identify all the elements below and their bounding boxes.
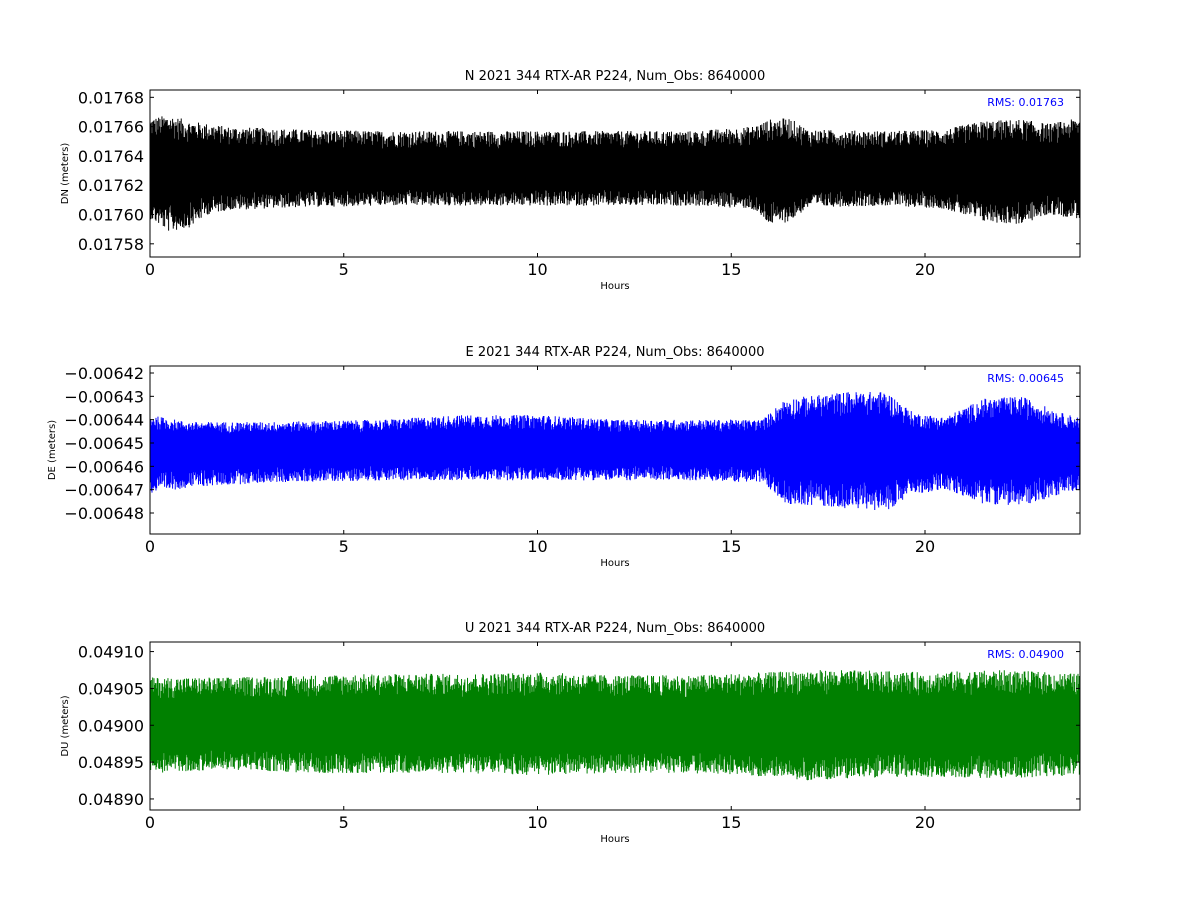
x-tick-label: 5 <box>339 537 349 556</box>
x-tick-label: 20 <box>915 813 935 832</box>
series-band-north <box>150 140 1080 205</box>
rms-annotation-up: RMS: 0.04900 <box>987 648 1064 661</box>
x-tick-label: 10 <box>527 813 547 832</box>
series-band-east <box>150 416 1080 483</box>
plot-frame-east <box>149 365 1081 535</box>
x-axis-label-north: Hours <box>600 281 629 292</box>
chart-title-east: E 2021 344 RTX-AR P224, Num_Obs: 8640000 <box>466 345 765 360</box>
plot-frame-up <box>149 641 1081 811</box>
y-tick-label: −0.00646 <box>64 457 144 476</box>
y-tick-label: 0.04900 <box>78 716 144 735</box>
x-tick-label: 0 <box>145 537 155 556</box>
subplot-north: N 2021 344 RTX-AR P224, Num_Obs: 8640000… <box>60 69 1081 292</box>
x-tick-label: 20 <box>915 260 935 279</box>
y-tick-label: −0.00647 <box>64 481 144 500</box>
rms-annotation-north: RMS: 0.01763 <box>987 96 1064 109</box>
y-tick-label: 0.01758 <box>78 235 144 254</box>
y-tick-label: 0.04890 <box>78 790 144 809</box>
x-axis-label-up: Hours <box>600 834 629 845</box>
x-tick-label: 15 <box>721 813 741 832</box>
x-tick-label: 10 <box>527 537 547 556</box>
y-tick-label: −0.00642 <box>64 364 144 383</box>
y-tick-label: 0.01764 <box>78 147 144 166</box>
y-tick-label: 0.01768 <box>78 88 144 107</box>
subplot-east: E 2021 344 RTX-AR P224, Num_Obs: 8640000… <box>47 345 1081 569</box>
y-axis-label-north: DN (meters) <box>60 143 71 205</box>
y-tick-label: 0.01762 <box>78 176 144 195</box>
y-tick-label: −0.00643 <box>64 387 144 406</box>
x-tick-label: 5 <box>339 813 349 832</box>
y-tick-label: 0.04910 <box>78 643 144 662</box>
x-tick-label: 0 <box>145 260 155 279</box>
rms-annotation-east: RMS: 0.00645 <box>987 372 1064 385</box>
y-tick-label: −0.00648 <box>64 504 144 523</box>
y-tick-label: 0.01766 <box>78 118 144 137</box>
y-axis-label-up: DU (meters) <box>60 695 71 756</box>
x-tick-label: 15 <box>721 260 741 279</box>
x-axis-label-east: Hours <box>600 558 629 569</box>
series-band-up <box>150 694 1080 756</box>
x-tick-label: 0 <box>145 813 155 832</box>
x-tick-label: 20 <box>915 537 935 556</box>
y-tick-label: 0.04905 <box>78 679 144 698</box>
y-axis-label-east: DE (meters) <box>47 420 58 480</box>
x-tick-label: 5 <box>339 260 349 279</box>
plot-frame-north <box>149 89 1081 258</box>
x-tick-label: 15 <box>721 537 741 556</box>
chart-title-up: U 2021 344 RTX-AR P224, Num_Obs: 8640000 <box>465 621 765 636</box>
y-tick-label: −0.00644 <box>64 411 144 430</box>
chart-title-north: N 2021 344 RTX-AR P224, Num_Obs: 8640000 <box>465 69 765 84</box>
subplot-up: U 2021 344 RTX-AR P224, Num_Obs: 8640000… <box>60 621 1081 845</box>
y-tick-label: 0.01760 <box>78 206 144 225</box>
y-tick-label: −0.00645 <box>64 434 144 453</box>
x-tick-label: 10 <box>527 260 547 279</box>
y-tick-label: 0.04895 <box>78 753 144 772</box>
